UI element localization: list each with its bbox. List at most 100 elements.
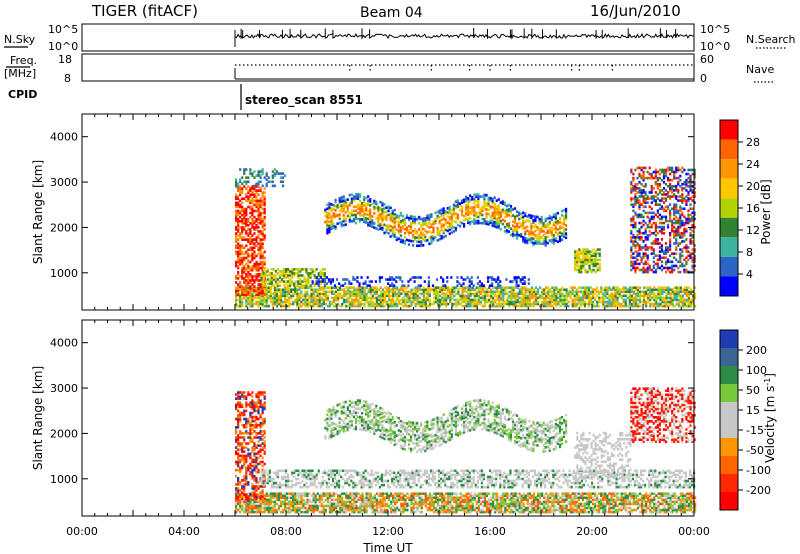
- echo-cell: [481, 286, 485, 290]
- echo-cell: [249, 285, 252, 288]
- echo-cell: [391, 211, 394, 215]
- echo-cell: [584, 260, 587, 264]
- echo-cell: [689, 252, 692, 255]
- echo-cell: [253, 244, 256, 248]
- echo-cell: [237, 254, 240, 258]
- echo-cell: [526, 215, 529, 218]
- echo-cell: [257, 217, 260, 221]
- echo-cell: [460, 211, 464, 215]
- nave-label: Nave: [746, 63, 774, 76]
- echo-cell: [275, 170, 278, 173]
- echo-cell: [253, 250, 256, 254]
- echo-cell: [551, 290, 554, 294]
- echo-cell: [630, 223, 633, 227]
- echo-cell: [477, 294, 480, 298]
- echo-cell: [534, 229, 537, 233]
- echo-cell: [448, 226, 451, 229]
- echo-cell: [407, 229, 411, 232]
- echo-cell: [249, 199, 252, 203]
- echo-cell: [675, 294, 678, 298]
- echo-cell: [645, 300, 648, 304]
- echo-cell: [520, 286, 523, 290]
- echo-cell: [394, 294, 397, 298]
- echo-cell: [373, 292, 376, 296]
- echo-cell: [632, 266, 635, 270]
- echo-cell: [401, 284, 404, 287]
- echo-cell: [491, 205, 494, 209]
- echo-cell: [493, 204, 496, 208]
- echo-cell: [387, 227, 390, 231]
- echo-cell: [456, 199, 460, 202]
- echo-cell: [501, 222, 504, 226]
- echo-cell: [253, 219, 256, 223]
- echo-cell: [588, 268, 591, 272]
- echo-cell: [576, 252, 579, 255]
- echo-cell: [403, 242, 407, 245]
- echo-cell: [675, 176, 678, 180]
- echo-cell: [276, 282, 280, 285]
- echo-cell: [460, 205, 464, 209]
- echo-cell: [634, 189, 637, 192]
- echo-cell: [245, 238, 248, 241]
- echo-cell: [414, 230, 417, 233]
- echo-cell: [564, 213, 568, 217]
- echo-cell: [496, 296, 499, 300]
- echo-cell: [640, 182, 643, 186]
- echo-cell: [255, 300, 258, 304]
- echo-cell: [634, 296, 638, 300]
- echo-cell: [483, 300, 487, 304]
- echo-cell: [592, 260, 595, 264]
- echo-cell: [383, 211, 386, 214]
- echo-cell: [434, 298, 438, 302]
- echo-cell: [243, 246, 246, 250]
- echo-cell: [296, 508, 299, 512]
- echo-cell: [259, 174, 262, 177]
- echo-cell: [409, 278, 412, 281]
- echo-cell: [634, 260, 637, 264]
- echo-cell: [420, 236, 423, 239]
- echo-cell: [500, 304, 503, 308]
- echo-cell: [290, 500, 293, 504]
- echo-cell: [626, 296, 629, 300]
- echo-cell: [522, 235, 525, 239]
- echo-cell: [322, 300, 325, 304]
- echo-cell: [259, 510, 262, 514]
- echo-cell: [638, 172, 641, 176]
- echo-cell: [528, 232, 531, 235]
- echo-cell: [658, 176, 662, 180]
- echo-cell: [330, 203, 333, 206]
- echo-cell: [393, 214, 396, 218]
- echo-cell: [632, 252, 635, 255]
- echo-cell: [507, 203, 511, 207]
- echo-cell: [512, 290, 515, 294]
- echo-cell: [265, 286, 268, 290]
- echo-cell: [418, 302, 421, 306]
- echo-cell: [438, 234, 441, 237]
- echo-cell: [270, 274, 273, 277]
- cpid-label: CPID: [8, 88, 37, 101]
- echo-cell: [654, 223, 657, 227]
- echo-cell: [343, 290, 346, 294]
- echo-cell: [560, 214, 564, 217]
- echo-cell: [297, 284, 300, 287]
- echo-cell: [538, 286, 542, 290]
- echo-cell: [693, 268, 696, 272]
- echo-cell: [440, 214, 443, 218]
- echo-cell: [324, 298, 327, 302]
- echo-cell: [353, 294, 356, 298]
- echo-cell: [589, 302, 593, 306]
- echo-cell: [259, 170, 262, 173]
- echo-cell: [307, 274, 310, 277]
- echo-cell: [648, 229, 651, 233]
- echo-cell: [598, 254, 601, 258]
- echo-cell: [259, 500, 262, 504]
- echo-cell: [473, 211, 476, 215]
- echo-cell: [524, 288, 527, 292]
- echo-cell: [634, 302, 638, 306]
- echo-cell: [365, 292, 368, 296]
- echo-cell: [245, 287, 248, 290]
- echo-cell: [532, 231, 535, 234]
- echo-cell: [673, 203, 676, 206]
- echo-cell: [348, 280, 351, 283]
- echo-cell: [446, 207, 449, 210]
